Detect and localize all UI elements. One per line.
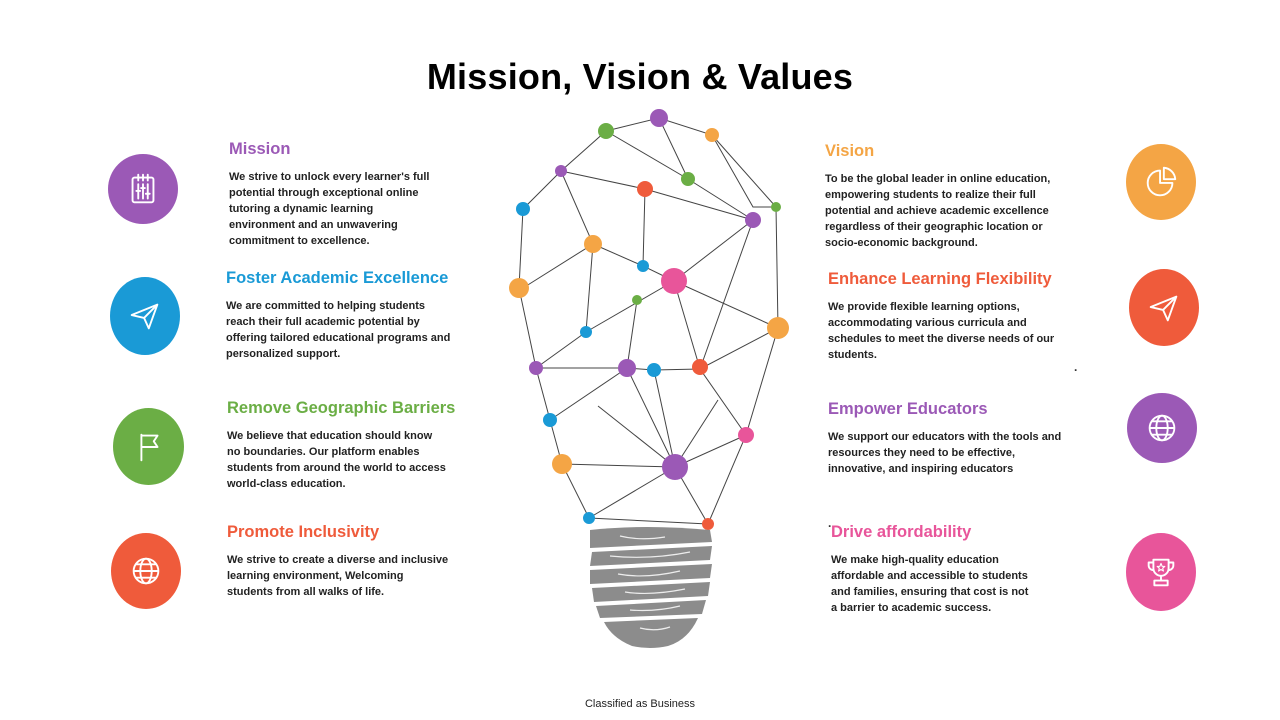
- stray-mark: .: [828, 516, 832, 530]
- node: [661, 268, 687, 294]
- trophy-icon: [1147, 558, 1175, 587]
- lightbulb-network-illustration: [509, 109, 789, 648]
- vision-text: To be the global leader in online educat…: [825, 173, 1051, 249]
- node: [681, 172, 695, 186]
- mission-block: Mission We strive to unlock every learne…: [229, 140, 479, 249]
- academic-excellence-text: We are committed to helping students rea…: [226, 300, 451, 360]
- inclusivity-text: We strive to create a diverse and inclus…: [227, 554, 449, 598]
- page-title: Mission, Vision & Values: [426, 56, 854, 97]
- node: [745, 212, 761, 228]
- node: [767, 317, 789, 339]
- pie-chart-icon: [1146, 166, 1177, 197]
- academic-excellence-badge: [110, 277, 180, 355]
- node: [637, 181, 653, 197]
- empower-educators-text: We support our educators with the tools …: [828, 431, 1062, 475]
- flag-icon: [139, 433, 158, 461]
- node: [637, 260, 649, 272]
- node: [509, 278, 529, 298]
- node: [618, 359, 636, 377]
- node: [705, 128, 719, 142]
- learning-flexibility-block: Enhance Learning Flexibility We provide …: [828, 270, 1088, 363]
- inclusivity-badge: [111, 533, 181, 609]
- network-edges: [518, 117, 779, 525]
- node: [552, 454, 572, 474]
- empower-educators-block: Empower Educators We support our educato…: [828, 400, 1088, 477]
- empower-educators-badge: [1127, 393, 1197, 463]
- node: [647, 363, 661, 377]
- bulb-screw-base: [590, 527, 712, 648]
- globe-icon: [1148, 414, 1176, 442]
- learning-flexibility-badge: [1129, 269, 1199, 346]
- learning-flexibility-text: We provide flexible learning options, ac…: [828, 301, 1055, 361]
- empower-educators-heading: Empower Educators: [828, 400, 988, 418]
- node: [632, 295, 642, 305]
- vision-heading: Vision: [825, 142, 875, 160]
- vision-block: Vision To be the global leader in online…: [825, 142, 1085, 251]
- node: [529, 361, 543, 375]
- mission-text: We strive to unlock every learner's full…: [229, 171, 430, 247]
- node: [692, 359, 708, 375]
- network-nodes: [509, 109, 789, 530]
- paper-plane-icon: [1149, 295, 1178, 321]
- node: [702, 518, 714, 530]
- node: [771, 202, 781, 212]
- classification-footer: Classified as Business: [584, 698, 696, 710]
- node: [583, 512, 595, 524]
- mission-heading: Mission: [229, 140, 291, 158]
- affordability-block: Drive affordability We make high-quality…: [831, 523, 1091, 616]
- inclusivity-block: Promote Inclusivity We strive to create …: [227, 523, 487, 600]
- node: [738, 427, 754, 443]
- affordability-heading: Drive affordability: [831, 523, 972, 541]
- academic-excellence-block: Foster Academic Excellence We are commit…: [226, 269, 486, 362]
- mission-badge: [108, 154, 178, 224]
- geographic-barriers-block: Remove Geographic Barriers We believe th…: [227, 399, 487, 492]
- globe-icon: [132, 557, 160, 585]
- geographic-barriers-text: We believe that education should know no…: [227, 430, 446, 490]
- academic-excellence-heading: Foster Academic Excellence: [226, 269, 449, 287]
- node: [555, 165, 567, 177]
- geographic-barriers-heading: Remove Geographic Barriers: [227, 399, 456, 417]
- node: [580, 326, 592, 338]
- planner-icon: [131, 173, 155, 204]
- node: [598, 123, 614, 139]
- node: [584, 235, 602, 253]
- inclusivity-heading: Promote Inclusivity: [227, 523, 380, 541]
- vision-badge: [1126, 144, 1196, 220]
- node: [543, 413, 557, 427]
- stray-mark: .: [1074, 360, 1078, 374]
- node: [650, 109, 668, 127]
- affordability-badge: [1126, 533, 1196, 611]
- paper-plane-icon: [130, 303, 159, 330]
- geographic-barriers-badge: [113, 408, 184, 485]
- node: [516, 202, 530, 216]
- learning-flexibility-heading: Enhance Learning Flexibility: [828, 270, 1052, 288]
- affordability-text: We make high-quality education affordabl…: [831, 554, 1029, 614]
- node: [662, 454, 688, 480]
